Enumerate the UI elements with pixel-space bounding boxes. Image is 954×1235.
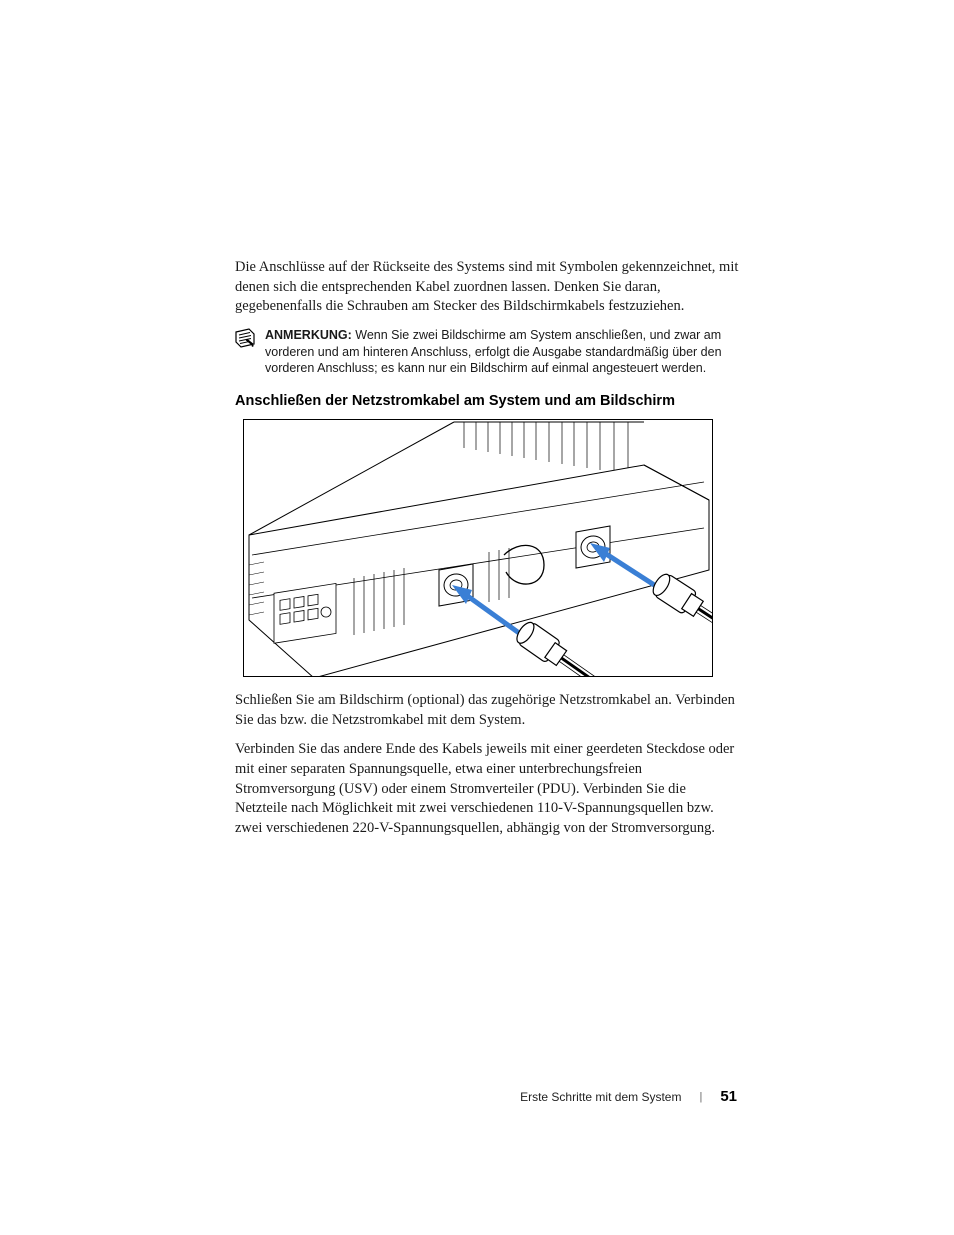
- footer-section-title: Erste Schritte mit dem System: [520, 1090, 681, 1104]
- power-cable-figure: [243, 419, 713, 677]
- section-heading: Anschließen der Netzstromkabel am System…: [235, 393, 740, 409]
- note-text: ANMERKUNG: Wenn Sie zwei Bildschirme am …: [265, 327, 740, 378]
- footer-page-number: 51: [720, 1088, 737, 1105]
- footer-separator: |: [699, 1091, 702, 1103]
- note-label: ANMERKUNG:: [265, 328, 352, 342]
- paragraph-after-figure-2: Verbinden Sie das andere Ende des Kabels…: [235, 740, 740, 838]
- page-content: Die Anschlüsse auf der Rückseite des Sys…: [235, 258, 740, 848]
- paragraph-after-figure-1: Schließen Sie am Bildschirm (optional) d…: [235, 691, 740, 730]
- note-block: ANMERKUNG: Wenn Sie zwei Bildschirme am …: [235, 327, 740, 378]
- page-footer: Erste Schritte mit dem System | 51: [520, 1088, 737, 1105]
- intro-paragraph: Die Anschlüsse auf der Rückseite des Sys…: [235, 258, 740, 317]
- note-icon: [235, 328, 255, 348]
